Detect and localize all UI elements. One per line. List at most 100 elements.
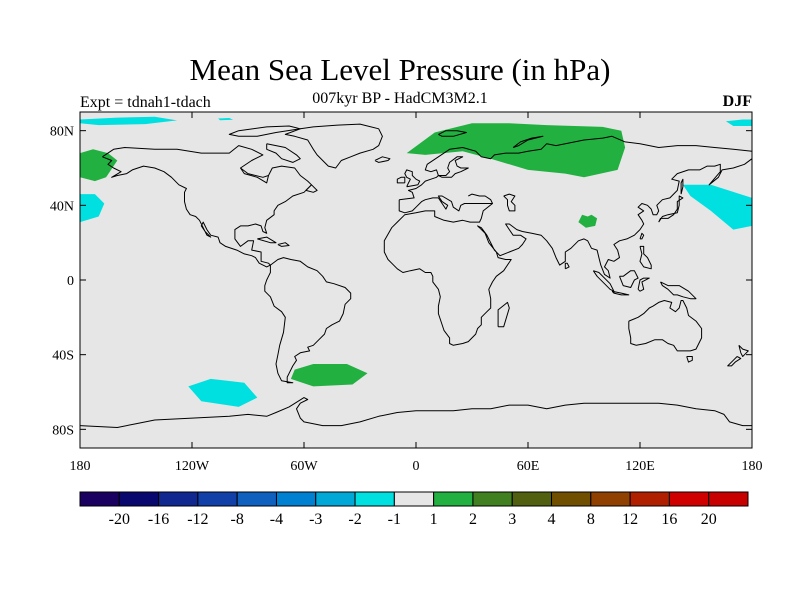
coast-canada-islands <box>228 125 301 137</box>
colorbar-box <box>629 491 670 507</box>
colorbar-box <box>158 491 199 507</box>
colorbar-label: -16 <box>148 511 169 528</box>
coast-sakhalin <box>680 178 684 195</box>
anomaly-region-north-pacific-east-negative <box>682 184 752 230</box>
coast-sulawesi <box>637 277 650 292</box>
colorbar-label: 20 <box>701 511 717 528</box>
colorbar-box <box>393 491 435 507</box>
coast-madagascar <box>497 301 510 328</box>
coast-baffin <box>266 143 301 163</box>
colorbar-box <box>275 491 317 507</box>
coast-cuba <box>257 236 277 244</box>
colorbar-label: 1 <box>430 511 438 528</box>
coast-new-zealand-north <box>738 344 749 357</box>
map-background <box>80 112 752 448</box>
colorbar-label: 4 <box>548 511 556 528</box>
coast-borneo <box>619 270 639 288</box>
lat-tick-label: 80N <box>50 125 74 140</box>
coast-tasmania <box>686 356 693 363</box>
colorbar-box <box>472 491 513 507</box>
coast-newfoundland <box>305 184 318 193</box>
colorbar-label: 16 <box>661 511 677 528</box>
colorbar-label: 12 <box>622 511 638 528</box>
coast-hudson-bay-inner <box>240 167 269 178</box>
coast-baltic <box>438 156 469 178</box>
colorbar-label: -20 <box>109 511 130 528</box>
map-subtitle: 007kyr BP - HadCM3M2.1 <box>312 90 488 107</box>
colorbar-box <box>354 491 395 507</box>
colorbar-box <box>197 491 238 507</box>
coast-new-zealand-south <box>727 356 742 367</box>
coast-svalbard <box>438 130 467 137</box>
axis-ticks: 80N 40N 0 40S 80S 180 120W 60W 0 60E 120E 180 <box>50 112 763 474</box>
lon-tick-label: 120E <box>625 459 655 474</box>
coast-sumatra <box>592 270 615 292</box>
coast-eurasia-north <box>399 135 752 201</box>
colorbar-box <box>590 491 631 507</box>
coast-caspian <box>503 193 516 212</box>
colorbar-box <box>511 491 553 507</box>
coast-taiwan <box>639 232 645 240</box>
lat-tick-label: 40S <box>52 349 74 364</box>
coast-north-america <box>102 145 312 268</box>
map-title: Mean Sea Level Pressure (in hPa) <box>189 52 611 87</box>
lat-tick-label: 80S <box>52 423 74 438</box>
lon-tick-label: 180 <box>742 459 763 474</box>
anomaly-region-south-atlantic-positive <box>290 364 368 387</box>
lon-tick-label: 0 <box>413 459 420 474</box>
season-label: DJF <box>722 93 752 110</box>
anomaly-region-tibet-positive <box>578 214 598 228</box>
colorbar-box <box>236 491 277 507</box>
coast-ireland <box>396 176 406 184</box>
colorbar-box <box>118 491 160 507</box>
anomaly-region-south-pacific-negative <box>188 378 258 407</box>
colorbar: -20 -16 -12 -8 -4 -3 -2 -1 1 2 3 4 8 12 16 20 <box>79 491 749 528</box>
colorbar-box <box>79 491 120 507</box>
colorbar-box <box>433 491 474 507</box>
lat-tick-label: 0 <box>67 274 74 289</box>
coast-greenland <box>284 123 383 169</box>
lon-tick-label: 180 <box>70 459 91 474</box>
colorbar-box <box>668 491 710 507</box>
colorbar-box <box>315 491 356 507</box>
coastline-layer <box>80 123 752 428</box>
coast-south-america <box>264 257 352 384</box>
coast-australia <box>628 300 703 352</box>
colorbar-label: -4 <box>270 511 283 528</box>
coast-eurasia-west <box>383 158 752 346</box>
coast-iceland <box>374 156 391 163</box>
coast-philippines <box>639 245 652 270</box>
colorbar-box <box>708 491 749 507</box>
anomaly-layer <box>80 116 752 407</box>
anomaly-region-north-pacific-west-negative <box>80 194 105 223</box>
lat-tick-label: 40N <box>50 199 74 214</box>
colorbar-label: -1 <box>388 511 401 528</box>
colorbar-label: -12 <box>187 511 208 528</box>
coast-japan <box>658 195 684 223</box>
colorbar-label: 3 <box>508 511 516 528</box>
coast-new-guinea <box>660 281 697 300</box>
colorbar-label: -2 <box>348 511 361 528</box>
anomaly-region-arctic-pacific-negative <box>80 116 178 126</box>
colorbar-label: -3 <box>309 511 322 528</box>
anomaly-region-arctic-russia-east-negative <box>725 119 752 126</box>
experiment-label: Expt = tdnah1-tdach <box>80 94 211 111</box>
anomaly-region-bering-positive <box>80 149 118 182</box>
anomaly-region-svalbard-negative-small <box>218 118 234 121</box>
colorbar-label: 2 <box>469 511 477 528</box>
coast-java <box>611 290 630 296</box>
coast-novaya-zemlya <box>512 135 544 148</box>
coast-sri-lanka <box>564 262 570 270</box>
anomaly-region-eurasia-positive <box>406 123 626 178</box>
coast-antarctica <box>80 397 752 428</box>
colorbar-label: -8 <box>231 511 244 528</box>
colorbar-label: 8 <box>587 511 595 528</box>
colorbar-box <box>551 491 592 507</box>
lon-tick-label: 120W <box>175 459 210 474</box>
coast-black-sea <box>468 193 493 204</box>
coast-uk <box>404 169 421 188</box>
lon-tick-label: 60E <box>517 459 540 474</box>
coast-hispaniola <box>277 242 290 247</box>
lon-tick-label: 60W <box>290 459 318 474</box>
